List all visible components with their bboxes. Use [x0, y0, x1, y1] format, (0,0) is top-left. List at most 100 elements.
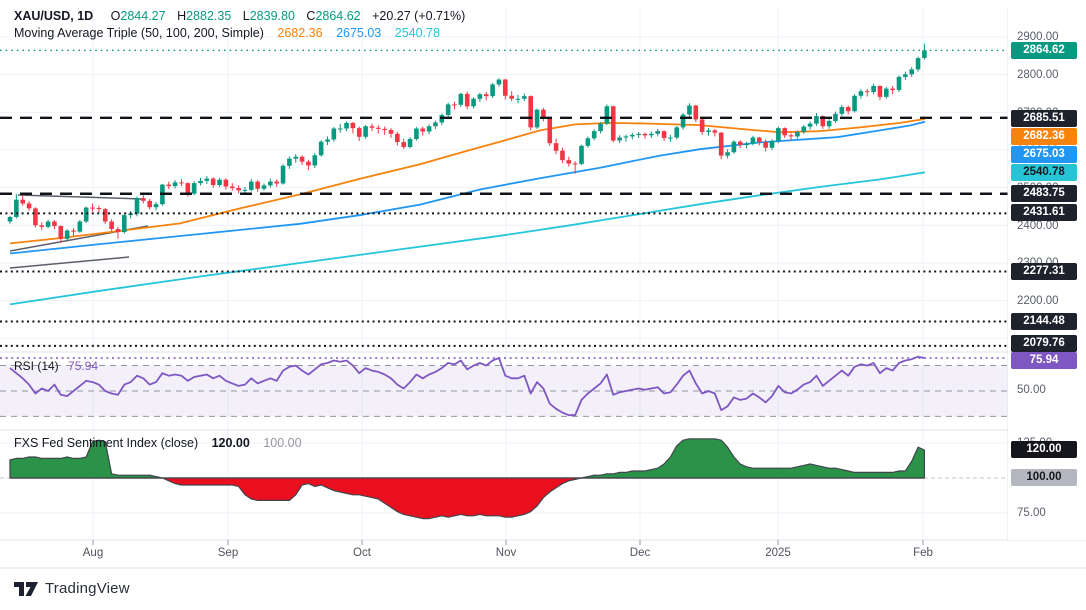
candle-body: [585, 138, 591, 146]
candle-body: [471, 98, 476, 107]
candle-body: [153, 204, 159, 208]
candle-body: [306, 161, 311, 166]
candle-body: [58, 226, 64, 239]
candle-body: [718, 132, 724, 156]
symbol-legend[interactable]: XAU/USD, 1D O2844.27 H2882.35 L2839.80 C…: [14, 9, 465, 23]
price-badge: 120.00: [1011, 441, 1077, 458]
price-badge: 2079.76: [1011, 335, 1077, 352]
candle-body: [712, 130, 718, 133]
time-axis-label[interactable]: Aug: [82, 547, 104, 559]
fxs-pane[interactable]: [0, 438, 1008, 520]
candle-body: [115, 229, 121, 233]
candle-body: [71, 230, 76, 232]
candle-body: [426, 126, 432, 132]
rsi-legend[interactable]: RSI (14) 75.94: [14, 359, 98, 373]
rsi-line[interactable]: [9, 355, 925, 417]
candle-body: [395, 133, 400, 143]
candle-body: [725, 152, 730, 156]
candle-body: [706, 130, 711, 132]
trendline[interactable]: [17, 194, 143, 200]
price-badge: 2675.03: [1011, 146, 1077, 163]
candle-body: [134, 198, 140, 214]
candle-body: [687, 105, 692, 115]
candle-body: [623, 136, 629, 138]
candle-body: [344, 122, 349, 129]
candle-body: [39, 225, 45, 227]
open-label: O: [110, 9, 121, 23]
candle-body: [179, 182, 184, 184]
candle-body: [299, 156, 305, 162]
ma-line-ma50[interactable]: [9, 118, 926, 245]
ma-legend[interactable]: Moving Average Triple (50, 100, 200, Sim…: [14, 26, 440, 40]
candle-body: [445, 104, 451, 115]
candle-body: [915, 58, 921, 70]
fxs-title[interactable]: FXS Fed Sentiment Index (close): [14, 436, 199, 450]
brand-footer[interactable]: TradingView: [14, 580, 130, 597]
ma50-value: 2682.36: [277, 26, 323, 40]
candle-body: [845, 107, 851, 112]
candle-body: [782, 128, 787, 136]
time-axis-label[interactable]: Dec: [629, 547, 651, 559]
candle-body: [223, 179, 229, 187]
price-badge: 2431.61: [1011, 204, 1077, 221]
rsi-pane[interactable]: [0, 355, 1008, 417]
candle-body: [566, 160, 572, 164]
candle-body: [884, 88, 889, 97]
rsi-title[interactable]: RSI (14): [14, 359, 59, 373]
candle-body: [795, 131, 800, 137]
price-badge: 2540.78: [1011, 164, 1077, 181]
ma-line-ma200[interactable]: [9, 171, 926, 306]
high-value: 2882.35: [186, 9, 232, 23]
candle-body: [242, 189, 248, 191]
candle-body: [763, 142, 768, 148]
candle-body: [331, 128, 337, 140]
candle-body: [388, 130, 394, 134]
ma-line-ma100[interactable]: [9, 120, 926, 255]
price-axis[interactable]: 2900.002800.002700.002600.002500.002400.…: [1008, 0, 1086, 540]
candle-body: [236, 188, 241, 191]
candle-body: [318, 141, 324, 156]
symbol-title[interactable]: XAU/USD, 1D: [14, 9, 94, 23]
main-pane[interactable]: [0, 43, 1008, 347]
time-axis-label[interactable]: 2025: [765, 547, 791, 559]
candle-body: [14, 199, 19, 218]
candle-body: [737, 141, 743, 146]
ma-title[interactable]: Moving Average Triple (50, 100, 200, Sim…: [14, 26, 264, 40]
time-axis-label[interactable]: Feb: [913, 547, 933, 559]
candle-body: [490, 84, 495, 97]
candle-body: [293, 156, 299, 159]
candle-body: [452, 104, 457, 106]
candle-body: [166, 184, 172, 187]
time-axis-label[interactable]: Sep: [217, 547, 239, 559]
candle-body: [610, 106, 616, 141]
candle-body: [890, 88, 895, 91]
candle-body: [826, 120, 832, 127]
candle-body: [26, 203, 32, 209]
trendline[interactable]: [9, 256, 130, 269]
candle-body: [852, 95, 857, 112]
time-axis-label[interactable]: Oct: [353, 547, 371, 559]
time-axis-label[interactable]: Nov: [495, 547, 517, 559]
price-axis-label: 50.00: [1017, 384, 1046, 396]
fxs-legend[interactable]: FXS Fed Sentiment Index (close) 120.00 1…: [14, 436, 302, 450]
candle-body: [7, 217, 13, 222]
fxs-area-negative: [9, 477, 926, 520]
candle-body: [604, 106, 610, 124]
high-label: H: [177, 9, 187, 23]
candle-body: [922, 50, 927, 58]
candle-body: [776, 128, 781, 141]
candle-body: [414, 128, 419, 140]
candle-body: [287, 158, 292, 166]
candle-body: [496, 79, 502, 85]
candle-body: [433, 122, 438, 127]
candle-body: [229, 186, 235, 189]
candle-body: [172, 182, 178, 187]
candle-body: [572, 163, 578, 165]
candle-body: [534, 109, 540, 128]
price-badge: 75.94: [1011, 352, 1077, 369]
candle-body: [45, 221, 51, 227]
candle-body: [903, 74, 908, 77]
candle-body: [655, 131, 660, 134]
